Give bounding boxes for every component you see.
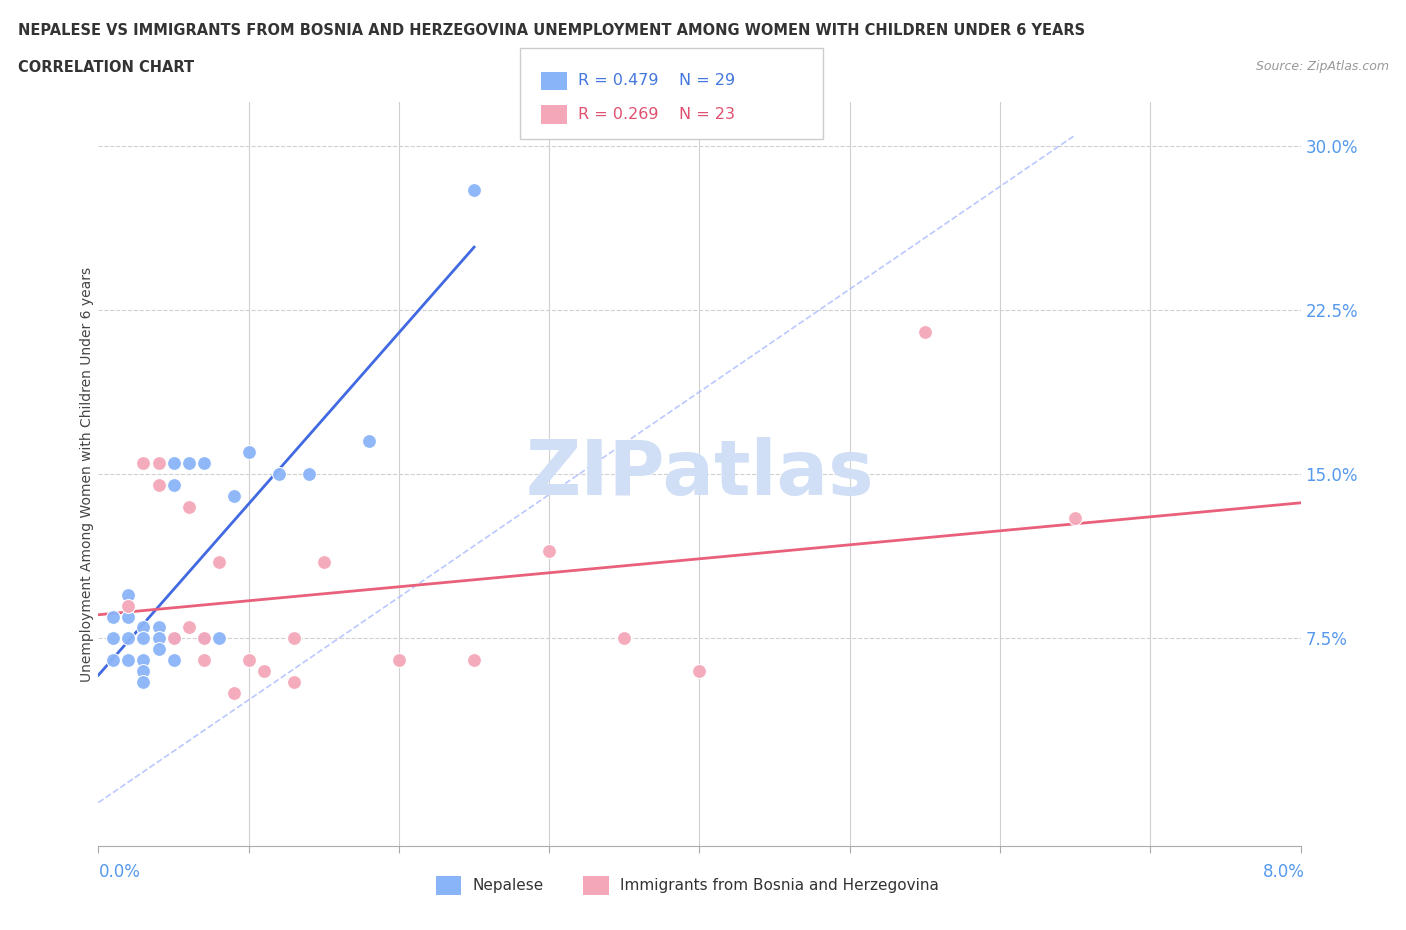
Point — [253, 664, 276, 679]
Point — [238, 653, 260, 668]
Point — [162, 478, 184, 493]
Point — [117, 587, 139, 602]
Point — [312, 554, 335, 569]
Point — [132, 653, 155, 668]
Point — [162, 456, 184, 471]
Point — [177, 499, 200, 514]
Point — [148, 478, 170, 493]
Text: Source: ZipAtlas.com: Source: ZipAtlas.com — [1256, 60, 1389, 73]
Point — [689, 664, 711, 679]
Point — [132, 456, 155, 471]
Point — [162, 653, 184, 668]
Point — [463, 653, 485, 668]
Text: R = 0.269    N = 23: R = 0.269 N = 23 — [578, 107, 735, 122]
Point — [193, 456, 215, 471]
Point — [103, 653, 125, 668]
Text: 8.0%: 8.0% — [1263, 863, 1305, 881]
Point — [613, 631, 636, 645]
Point — [267, 467, 290, 482]
Point — [117, 653, 139, 668]
Point — [117, 609, 139, 624]
Text: 0.0%: 0.0% — [98, 863, 141, 881]
Point — [193, 631, 215, 645]
Point — [357, 434, 380, 449]
Point — [208, 554, 231, 569]
Point — [177, 620, 200, 635]
Point — [463, 182, 485, 197]
Point — [162, 631, 184, 645]
Point — [132, 675, 155, 690]
Point — [388, 653, 411, 668]
Point — [148, 620, 170, 635]
Point — [193, 653, 215, 668]
Point — [914, 325, 936, 339]
Point — [222, 489, 245, 504]
Point — [117, 631, 139, 645]
Point — [222, 685, 245, 700]
Text: Nepalese: Nepalese — [472, 878, 544, 893]
Text: CORRELATION CHART: CORRELATION CHART — [18, 60, 194, 75]
Point — [298, 467, 321, 482]
Point — [148, 642, 170, 657]
Text: NEPALESE VS IMMIGRANTS FROM BOSNIA AND HERZEGOVINA UNEMPLOYMENT AMONG WOMEN WITH: NEPALESE VS IMMIGRANTS FROM BOSNIA AND H… — [18, 23, 1085, 38]
Point — [283, 631, 305, 645]
Point — [148, 456, 170, 471]
Point — [162, 631, 184, 645]
Point — [103, 609, 125, 624]
Point — [177, 456, 200, 471]
Y-axis label: Unemployment Among Women with Children Under 6 years: Unemployment Among Women with Children U… — [80, 267, 94, 682]
Text: Immigrants from Bosnia and Herzegovina: Immigrants from Bosnia and Herzegovina — [620, 878, 939, 893]
Point — [117, 598, 139, 613]
Point — [283, 675, 305, 690]
Point — [132, 631, 155, 645]
Point — [103, 631, 125, 645]
Point — [132, 664, 155, 679]
Point — [1064, 511, 1087, 525]
Point — [193, 631, 215, 645]
Text: ZIPatlas: ZIPatlas — [526, 437, 873, 512]
Point — [148, 631, 170, 645]
Point — [132, 620, 155, 635]
Text: R = 0.479    N = 29: R = 0.479 N = 29 — [578, 73, 735, 88]
Point — [238, 445, 260, 459]
Point — [538, 543, 561, 558]
Point — [208, 631, 231, 645]
